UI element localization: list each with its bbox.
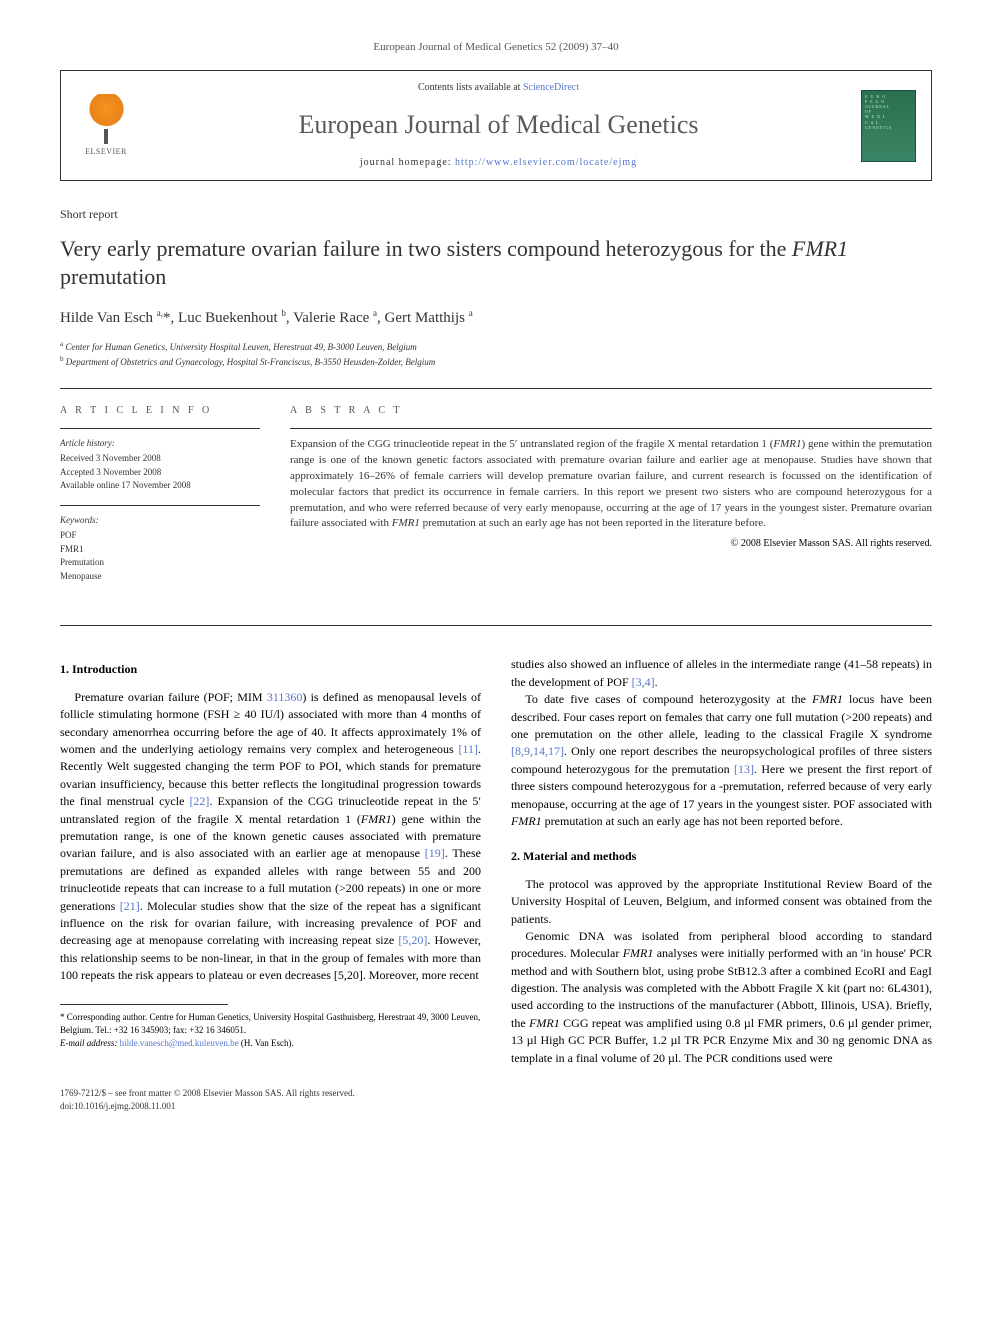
body-paragraph: studies also showed an influence of alle… [511,656,932,691]
email-footnote: E-mail address: hilde.vanesch@med.kuleuv… [60,1037,481,1050]
ref-link[interactable]: [22] [189,794,209,808]
abstract-heading: A B S T R A C T [290,404,932,418]
homepage-url[interactable]: http://www.elsevier.com/locate/ejmg [455,157,637,168]
divider [290,428,932,429]
methods-paragraph: Genomic DNA was isolated from peripheral… [511,928,932,1067]
authors: Hilde Van Esch a,*, Luc Buekenhout b, Va… [60,307,932,329]
journal-homepage: journal homepage: http://www.elsevier.co… [136,156,861,170]
affil-sup: b [60,355,64,363]
intro-heading: 1. Introduction [60,661,481,678]
abstract-text: Expansion of the CGG trinucleotide repea… [290,437,932,533]
ref-link[interactable]: [8,9,14,17] [511,744,564,758]
journal-cover-thumbnail: E U R O P E A N JOURNAL OF M E D I C A L… [861,90,916,162]
affil-text: Center for Human Genetics, University Ho… [65,342,416,352]
ref-link[interactable]: [19] [425,846,445,860]
body-column-right: studies also showed an influence of alle… [511,656,932,1067]
ref-link[interactable]: [13] [734,762,754,776]
methods-paragraph: The protocol was approved by the appropr… [511,876,932,928]
article-info-heading: A R T I C L E I N F O [60,404,260,418]
footnote-divider [60,1004,228,1005]
elsevier-tree-icon [84,94,129,144]
footer-doi: doi:10.1016/j.ejmg.2008.11.001 [60,1100,932,1113]
affil-sup: a [60,340,63,348]
cover-line: GENETICS [865,125,912,130]
contents-available: Contents lists available at ScienceDirec… [136,81,861,95]
divider [60,505,260,506]
divider [60,625,932,626]
elsevier-logo: ELSEVIER [76,91,136,161]
title-gene: FMR1 [792,236,848,261]
affiliation: a Center for Human Genetics, University … [60,339,932,355]
mim-link[interactable]: 311360 [267,690,303,704]
page-footer: 1769-7212/$ – see front matter © 2008 El… [60,1087,932,1112]
title-pre: Very early premature ovarian failure in … [60,236,792,261]
journal-reference: European Journal of Medical Genetics 52 … [60,40,932,55]
ref-link[interactable]: [5,20] [398,933,427,947]
keywords-text: POF FMR1 Premutation Menopause [60,529,260,583]
ref-link[interactable]: [3,4] [632,675,655,689]
email-label: E-mail address: [60,1038,117,1048]
abstract-copyright: © 2008 Elsevier Masson SAS. All rights r… [290,537,932,551]
ref-link[interactable]: [11] [458,742,478,756]
divider [60,388,932,389]
affil-text: Department of Obstetrics and Gynaecology… [66,357,435,367]
body-columns: 1. Introduction Premature ovarian failur… [60,656,932,1067]
article-title: Very early premature ovarian failure in … [60,235,932,292]
affiliations: a Center for Human Genetics, University … [60,339,932,370]
history-text: Received 3 November 2008 Accepted 3 Nove… [60,452,260,493]
homepage-prefix: journal homepage: [360,157,455,168]
header-center: Contents lists available at ScienceDirec… [136,81,861,169]
footer-copyright: 1769-7212/$ – see front matter © 2008 El… [60,1087,932,1100]
title-post: premutation [60,264,166,289]
ref-link[interactable]: [21] [120,899,140,913]
sciencedirect-link[interactable]: ScienceDirect [523,82,579,93]
affiliation: b Department of Obstetrics and Gynaecolo… [60,354,932,370]
email-link[interactable]: hilde.vanesch@med.kuleuven.be [120,1038,239,1048]
contents-prefix: Contents lists available at [418,82,523,93]
methods-heading: 2. Material and methods [511,848,932,865]
email-author: (H. Van Esch). [241,1038,294,1048]
info-abstract-row: A R T I C L E I N F O Article history: R… [60,404,932,596]
history-label: Article history: [60,437,260,450]
abstract-column: A B S T R A C T Expansion of the CGG tri… [290,404,932,596]
corresponding-author-footnote: * Corresponding author. Centre for Human… [60,1011,481,1036]
elsevier-label: ELSEVIER [85,146,127,157]
divider [60,428,260,429]
body-column-left: 1. Introduction Premature ovarian failur… [60,656,481,1067]
body-paragraph: To date five cases of compound heterozyg… [511,691,932,830]
journal-title: European Journal of Medical Genetics [136,107,861,143]
article-type: Short report [60,206,932,223]
intro-paragraph: Premature ovarian failure (POF; MIM 3113… [60,689,481,985]
article-info-column: A R T I C L E I N F O Article history: R… [60,404,260,596]
keywords-label: Keywords: [60,514,260,527]
journal-header-box: ELSEVIER Contents lists available at Sci… [60,70,932,180]
